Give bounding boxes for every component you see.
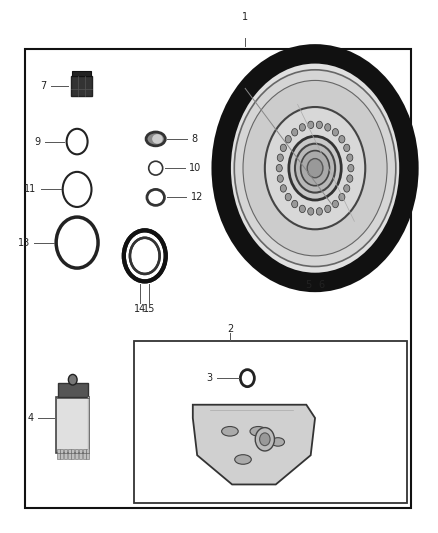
Circle shape: [325, 205, 331, 213]
Bar: [86, 449, 89, 459]
Circle shape: [285, 135, 291, 143]
Circle shape: [260, 433, 270, 446]
Text: 10: 10: [189, 163, 201, 173]
Text: 13: 13: [18, 238, 30, 247]
Circle shape: [307, 159, 323, 177]
Text: 9: 9: [34, 136, 40, 147]
Ellipse shape: [272, 438, 285, 446]
Bar: [25, 49, 411, 508]
Circle shape: [332, 128, 339, 136]
Ellipse shape: [250, 426, 267, 436]
Circle shape: [300, 151, 329, 185]
Ellipse shape: [222, 426, 238, 436]
Circle shape: [344, 185, 350, 192]
Circle shape: [289, 136, 341, 200]
Circle shape: [280, 144, 286, 151]
Bar: [64, 449, 67, 459]
Circle shape: [68, 374, 77, 385]
Bar: [57, 449, 60, 459]
Circle shape: [285, 193, 291, 201]
Circle shape: [307, 121, 314, 128]
Bar: [79, 449, 82, 459]
Circle shape: [265, 107, 365, 229]
Ellipse shape: [146, 132, 165, 146]
Circle shape: [125, 232, 164, 280]
Circle shape: [234, 70, 396, 266]
Bar: [60, 449, 64, 459]
Circle shape: [276, 165, 283, 172]
Bar: [134, 341, 407, 503]
Circle shape: [277, 154, 283, 161]
Circle shape: [292, 200, 298, 208]
Bar: [71, 76, 92, 96]
Ellipse shape: [235, 455, 251, 464]
PathPatch shape: [193, 405, 315, 484]
Bar: [72, 71, 91, 76]
Circle shape: [332, 200, 339, 208]
Text: 7: 7: [40, 81, 46, 91]
Circle shape: [307, 208, 314, 215]
Circle shape: [255, 427, 275, 451]
Bar: [75, 449, 78, 459]
Text: 6: 6: [318, 280, 325, 290]
Circle shape: [347, 154, 353, 161]
Text: 3: 3: [206, 373, 212, 383]
Circle shape: [277, 175, 283, 182]
Circle shape: [339, 193, 345, 201]
Text: 11: 11: [24, 184, 36, 195]
Text: 14: 14: [134, 304, 147, 314]
Circle shape: [316, 121, 322, 128]
Circle shape: [348, 165, 354, 172]
Circle shape: [221, 54, 409, 282]
Bar: [68, 449, 71, 459]
Circle shape: [299, 124, 305, 131]
Circle shape: [339, 135, 345, 143]
Text: 12: 12: [191, 192, 203, 203]
Circle shape: [344, 144, 350, 151]
Circle shape: [299, 205, 305, 213]
Text: 4: 4: [27, 413, 33, 423]
Circle shape: [292, 128, 298, 136]
Text: 15: 15: [143, 304, 155, 314]
Bar: [58, 383, 88, 397]
Circle shape: [295, 144, 335, 192]
Bar: [71, 449, 74, 459]
Text: 2: 2: [227, 324, 233, 334]
Ellipse shape: [152, 134, 163, 144]
Circle shape: [325, 124, 331, 131]
Bar: [82, 449, 85, 459]
Circle shape: [280, 185, 286, 192]
Text: 5: 5: [305, 280, 311, 290]
Circle shape: [347, 175, 353, 182]
Circle shape: [316, 208, 322, 215]
Text: 1: 1: [242, 12, 248, 22]
Bar: [56, 397, 89, 453]
Text: 8: 8: [191, 134, 198, 144]
Circle shape: [243, 80, 387, 256]
